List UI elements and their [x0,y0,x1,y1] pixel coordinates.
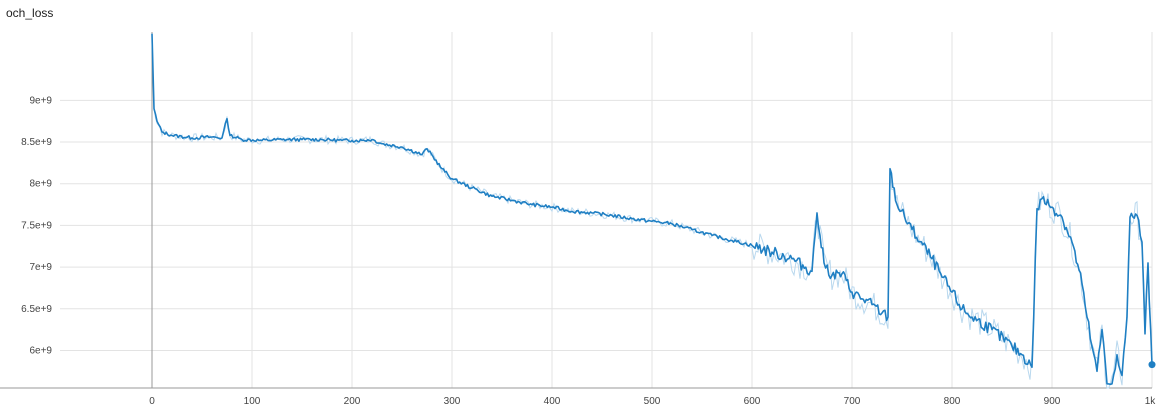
x-tick-label: 200 [344,396,361,407]
tick-label-layer: 0 100 200 300 400 500 600 700 800 900 1k 9e+9 8.5e+9… [21,95,1156,407]
chart-title: och_loss [6,6,54,20]
last-point-marker [1148,361,1156,369]
y-tick-label: 7.5e+9 [21,220,52,231]
x-tick-label: 300 [444,396,461,407]
y-tick-label: 7e+9 [29,262,52,273]
x-tick-label: 500 [644,396,661,407]
raw-series-line [151,33,1151,389]
x-tick-label: 900 [1044,396,1061,407]
raw-series-layer [151,33,1151,389]
smoothed-series-layer [151,33,1156,386]
axis-layer [0,32,1152,389]
x-tick-label: 800 [944,396,961,407]
x-tick-label: 0 [149,396,155,407]
x-tick-label: 100 [244,396,261,407]
y-tick-label: 8.5e+9 [21,137,52,148]
x-tick-label: 1k [1145,396,1156,407]
y-tick-label: 6e+9 [29,345,52,356]
series-line [151,33,1153,386]
x-tick-label: 400 [544,396,561,407]
x-tick-label: 700 [844,396,861,407]
y-tick-label: 8e+9 [29,179,52,190]
y-tick-label: 6.5e+9 [21,304,52,315]
x-tick-label: 600 [744,396,761,407]
y-tick-label: 9e+9 [29,95,52,106]
